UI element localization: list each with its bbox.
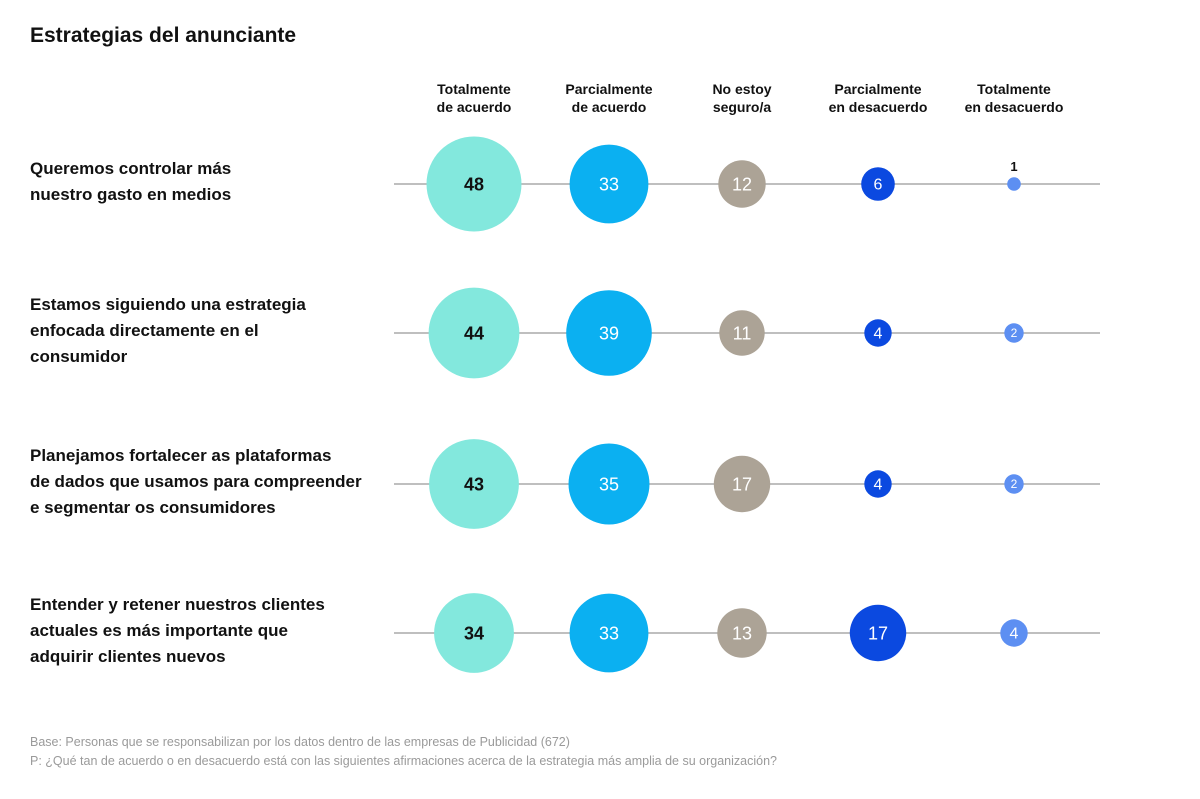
column-header-line: Parcialmente [834,81,922,97]
bubble-value-label: 17 [868,623,888,643]
row-label-line: consumidor [30,347,128,366]
bubble-value-label: 33 [599,623,619,643]
bubble-circle [434,593,514,673]
bubble-circle [429,439,519,529]
column-header-line: Totalmente [977,81,1051,97]
row-label-1: Estamos siguiendo una estrategia enfocada… [30,292,390,370]
bubble-value-label: 2 [1011,326,1018,340]
bubble-circle [568,443,650,525]
row-label-line: Entender y retener nuestros clientes [30,595,325,614]
bubble: 35 [568,443,650,525]
bubble: 33 [569,593,649,673]
footnote-question: P: ¿Qué tan de acuerdo o en desacuerdo e… [30,754,777,768]
column-header-line: No estoy [712,81,772,97]
row-label-line: actuales es más importante que [30,621,288,640]
bubble: 2 [1004,474,1024,494]
row-label-line: e segmentar os consumidores [30,498,276,517]
row-label-line: adquirir clientes nuevos [30,647,226,666]
column-header-line: seguro/a [712,99,772,115]
column-header-4: Totalmente en desacuerdo [939,80,1089,116]
bubble-value-label: 4 [1010,626,1019,643]
bubble-value-label: 17 [732,474,752,494]
bubble-value-label: 39 [599,323,619,343]
row-label-2: Planejamos fortalecer as plataformas de d… [30,443,390,521]
bubble: 39 [566,290,652,376]
bubble: 11 [719,310,765,356]
column-header-line: de acuerdo [436,99,512,115]
bubble-value-label: 34 [464,623,484,643]
bubble: 4 [1000,619,1028,647]
bubble-value-label: 6 [874,177,883,194]
column-header-line: Totalmente [437,81,511,97]
bubble: 17 [849,604,907,662]
bubble-value-label: 13 [732,623,752,643]
bubble-value-label: 1 [1010,159,1017,174]
row-label-line: Queremos controlar más [30,159,232,178]
chart-title: Estrategias del anunciante [30,24,297,47]
bubble-circle [1000,619,1028,647]
bubble-value-label: 4 [874,477,883,494]
bubble-value-label: 4 [874,326,883,343]
column-header-2: No estoy seguro/a [667,80,817,116]
bubble-circle [861,167,895,201]
row-label-line: de dados que usamos para compreender [30,472,362,491]
column-header-line: en desacuerdo [828,99,928,115]
bubble-circle [849,604,907,662]
bubble-circle [719,310,765,356]
bubble-circle [428,287,520,379]
column-header-1: Parcialmente de acuerdo [534,80,684,116]
bubble-value-label: 43 [464,474,484,494]
bubble: 4 [864,319,892,347]
bubble: 48 [426,136,522,232]
row-label-line: nuestro gasto en medios [30,185,232,204]
column-header-3: Parcialmente en desacuerdo [803,80,953,116]
row-label-line: Planejamos fortalecer as plataformas [30,446,332,465]
bubble: 44 [428,287,520,379]
row-label-line: enfocada directamente en el [30,321,259,340]
bubble-value-label: 11 [733,323,752,343]
bubble-circle [713,455,771,513]
column-header-line: de acuerdo [571,99,647,115]
bubble-value-label: 35 [599,474,619,494]
bubble: 2 [1004,323,1024,343]
bubble-circle [1004,474,1024,494]
bubble: 12 [718,160,766,208]
row-label-line: Estamos siguiendo una estrategia [30,295,306,314]
column-header-line: Parcialmente [565,81,653,97]
bubble: 1 [1007,159,1021,191]
bubble-circle [718,160,766,208]
bubble-circle [864,319,892,347]
bubble-circle [864,470,892,498]
bubble-value-label: 12 [732,174,752,194]
bubble: 13 [717,608,767,658]
bubble: 4 [864,470,892,498]
bubble-circle [426,136,522,232]
row-label-0: Queremos controlar más nuestro gasto en m… [30,156,390,208]
bubble-circle [1007,177,1021,191]
footnote-base: Base: Personas que se responsabilizan po… [30,735,570,749]
bubble: 43 [429,439,519,529]
column-header-0: Totalmente de acuerdo [399,80,549,116]
column-header-line: en desacuerdo [964,99,1064,115]
bubble: 6 [861,167,895,201]
bubble-circle [1004,323,1024,343]
bubble-circle [717,608,767,658]
bubble-value-label: 44 [464,323,484,343]
bubble-value-label: 48 [464,174,484,194]
row-label-3: Entender y retener nuestros clientes actu… [30,592,390,670]
bubble-value-label: 33 [599,174,619,194]
bubble: 17 [713,455,771,513]
bubble: 33 [569,144,649,224]
bubble-circle [566,290,652,376]
bubble: 34 [434,593,514,673]
bubble-circle [569,593,649,673]
bubble-circle [569,144,649,224]
bubble-value-label: 2 [1011,477,1018,491]
